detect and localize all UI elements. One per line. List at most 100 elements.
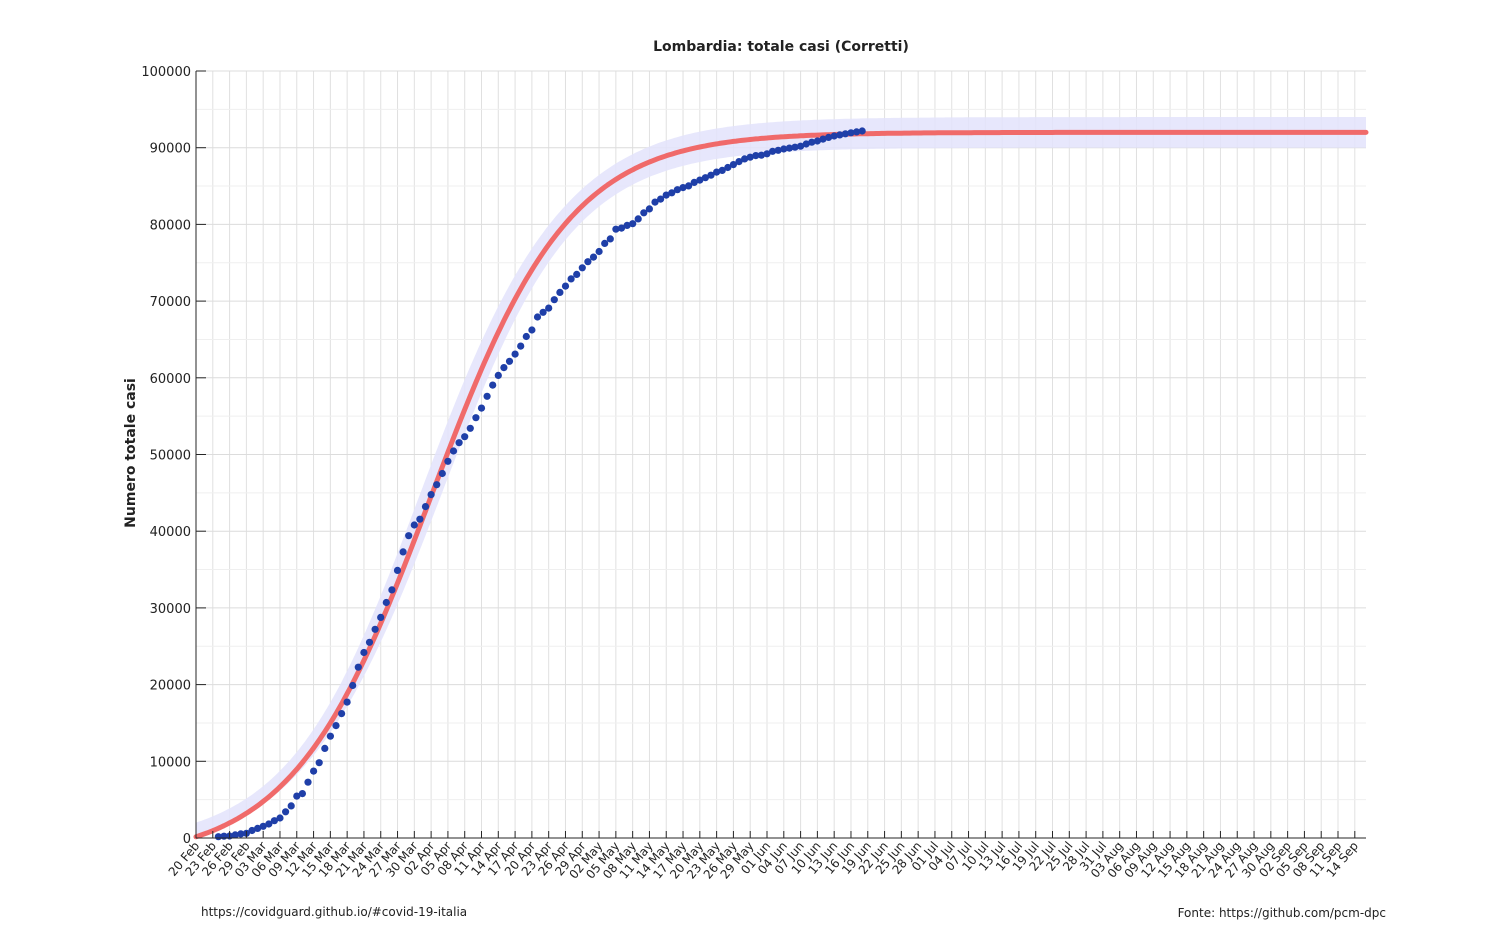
- data-point: [757, 151, 766, 159]
- data-point: [550, 296, 558, 304]
- data-point: [393, 566, 402, 575]
- data-point: [310, 767, 318, 775]
- y-tick-label: 80000: [150, 218, 191, 233]
- y-tick-label: 70000: [150, 295, 191, 310]
- data-point: [461, 433, 469, 441]
- data-point: [444, 457, 452, 465]
- data-point: [332, 722, 340, 730]
- data-point: [433, 481, 441, 489]
- data-point: [545, 304, 553, 312]
- data-point: [825, 133, 833, 141]
- data-point: [489, 381, 497, 389]
- data-point: [729, 161, 738, 169]
- data-point: [819, 135, 827, 143]
- data-point: [679, 184, 687, 192]
- data-point: [808, 138, 816, 146]
- data-point: [651, 198, 659, 206]
- data-point: [517, 342, 525, 350]
- data-point: [483, 392, 491, 400]
- data-point: [858, 127, 866, 135]
- data-point: [645, 205, 654, 213]
- data-point: [298, 790, 306, 798]
- data-point: [836, 131, 844, 139]
- data-point: [421, 503, 430, 511]
- data-point: [315, 759, 323, 767]
- data-point: [690, 178, 698, 186]
- data-point: [595, 247, 603, 256]
- data-point: [696, 176, 704, 184]
- data-point: [617, 224, 626, 232]
- data-point: [304, 778, 312, 786]
- data-point: [472, 414, 480, 422]
- data-point: [713, 168, 721, 176]
- data-point: [802, 140, 810, 148]
- data-point: [578, 264, 586, 272]
- data-point: [634, 215, 642, 223]
- data-point: [237, 830, 245, 838]
- data-point: [293, 792, 301, 800]
- data-point: [511, 350, 519, 358]
- data-point: [254, 824, 262, 833]
- data-point: [248, 826, 256, 835]
- data-point: [399, 548, 407, 556]
- y-tick-label: 30000: [150, 602, 191, 617]
- data-point: [763, 150, 771, 158]
- y-tick-label: 0: [183, 832, 191, 847]
- data-point: [853, 128, 861, 136]
- data-point: [338, 710, 346, 718]
- data-point: [416, 515, 424, 523]
- data-point: [629, 220, 637, 228]
- data-point: [746, 153, 754, 161]
- data-point: [640, 209, 648, 217]
- data-point: [231, 831, 239, 839]
- data-point: [791, 143, 799, 151]
- y-tick-label: 40000: [150, 525, 191, 540]
- data-point: [841, 130, 850, 138]
- data-point: [774, 146, 782, 154]
- data-point: [657, 195, 665, 203]
- y-tick-label: 10000: [150, 755, 191, 770]
- y-tick-label: 20000: [150, 679, 191, 694]
- data-point: [556, 288, 564, 296]
- data-point: [494, 371, 502, 379]
- data-point: [528, 326, 536, 334]
- data-point: [685, 182, 693, 190]
- chart-title: Lombardia: totale casi (Corretti): [653, 39, 909, 55]
- data-point: [438, 469, 446, 478]
- data-point: [567, 275, 575, 283]
- data-point: [612, 225, 620, 233]
- data-point: [813, 137, 822, 145]
- data-point: [455, 439, 463, 447]
- data-point: [388, 586, 396, 594]
- y-tick-label: 60000: [150, 372, 191, 387]
- data-point: [449, 447, 458, 455]
- data-point: [365, 638, 374, 646]
- data-point: [623, 221, 631, 229]
- data-point: [539, 308, 547, 316]
- data-point: [354, 663, 362, 671]
- data-point: [505, 357, 514, 365]
- fit-curve: [193, 129, 1369, 840]
- data-point: [718, 166, 726, 174]
- data-point: [466, 424, 474, 432]
- y-axis-ticks: 0 10000 20000 30000 40000 50000 60000 70000 8000…: [141, 65, 206, 847]
- data-point: [282, 808, 290, 816]
- y-tick-label: 90000: [150, 142, 191, 157]
- y-axis-label: Numero totale casi: [123, 378, 139, 528]
- data-point: [276, 814, 284, 822]
- data-point: [847, 129, 855, 137]
- data-point: [265, 820, 273, 828]
- data-point: [321, 744, 329, 753]
- data-point: [673, 186, 682, 194]
- data-point: [343, 698, 351, 706]
- grid: [195, 70, 1366, 839]
- data-point: [533, 313, 542, 321]
- data-point: [405, 532, 413, 540]
- data-point: [522, 332, 530, 341]
- data-point: [741, 155, 749, 163]
- data-point: [830, 132, 838, 140]
- observed-points: [214, 127, 866, 841]
- data-point: [662, 191, 670, 199]
